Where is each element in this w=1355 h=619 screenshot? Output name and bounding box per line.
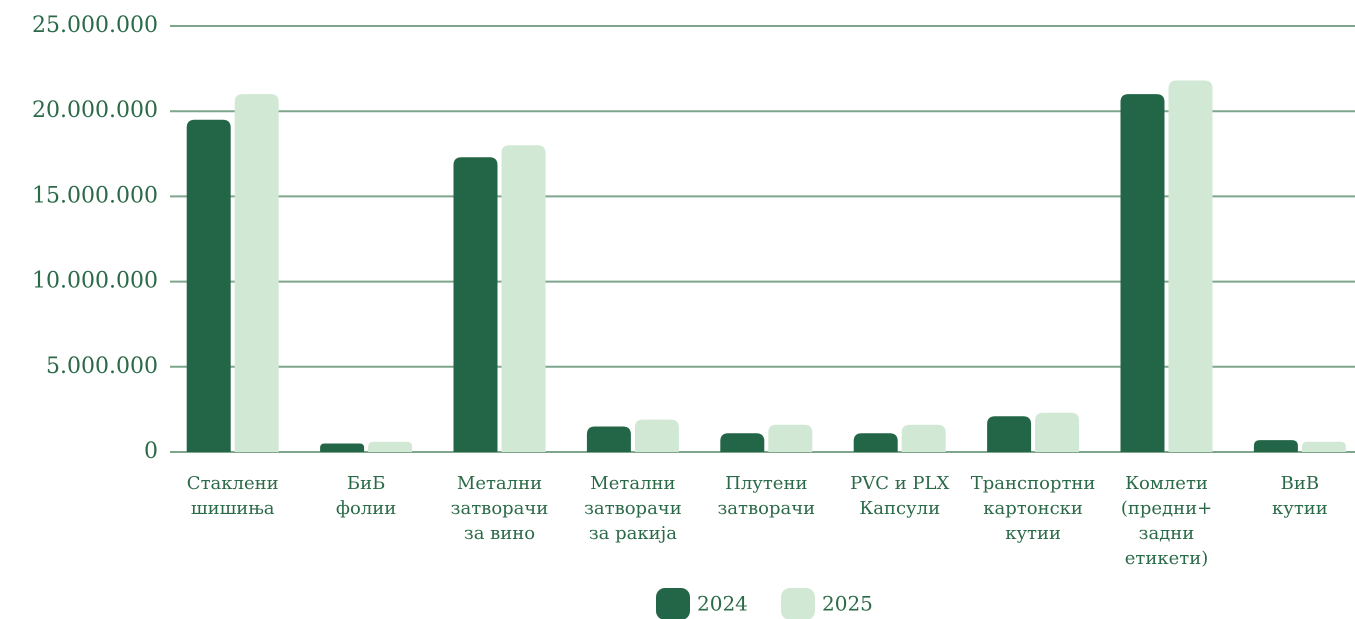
x-tick-label: ВиВ кутии	[1272, 473, 1328, 519]
bar	[1168, 80, 1213, 452]
y-tick-label: 10.000.000	[32, 269, 158, 294]
x-tick-label: Плутени затворачи	[717, 473, 815, 519]
bar	[320, 443, 365, 452]
bar	[1035, 412, 1080, 452]
x-tick-label: Метални затворачи за ракија	[584, 473, 682, 544]
legend-label: 2025	[822, 592, 873, 616]
y-tick-label: 15.000.000	[32, 183, 158, 208]
bar	[453, 157, 498, 452]
x-tick-label: Стаклени шишиња	[187, 473, 279, 519]
y-tick-label: 20.000.000	[32, 98, 158, 123]
bar	[853, 433, 898, 452]
bar	[1253, 440, 1298, 452]
bar	[501, 145, 546, 452]
bar	[186, 119, 231, 452]
bar	[1301, 441, 1346, 452]
bar	[768, 424, 813, 452]
bar	[987, 416, 1032, 452]
bar	[1120, 94, 1165, 452]
bar	[634, 419, 679, 452]
bar	[234, 94, 279, 452]
x-tick-label: БиБ фолии	[336, 473, 396, 519]
bar	[720, 433, 765, 452]
x-tick-label: PVC и PLX Капсули	[850, 473, 949, 519]
y-tick-label: 25.000.000	[32, 13, 158, 38]
legend-swatch	[656, 588, 690, 619]
legend-swatch	[781, 588, 815, 619]
x-tick-label: Транспортни картонски кутии	[971, 473, 1096, 544]
bar	[901, 424, 946, 452]
x-tick-label: Комлети (предни+ задни етикети)	[1121, 473, 1212, 569]
legend-label: 2024	[697, 592, 748, 616]
bar	[368, 441, 413, 452]
x-tick-label: Метални затворачи за вино	[451, 473, 549, 544]
bar	[586, 426, 631, 452]
y-tick-label: 0	[144, 439, 158, 464]
y-tick-label: 5.000.000	[46, 354, 158, 379]
